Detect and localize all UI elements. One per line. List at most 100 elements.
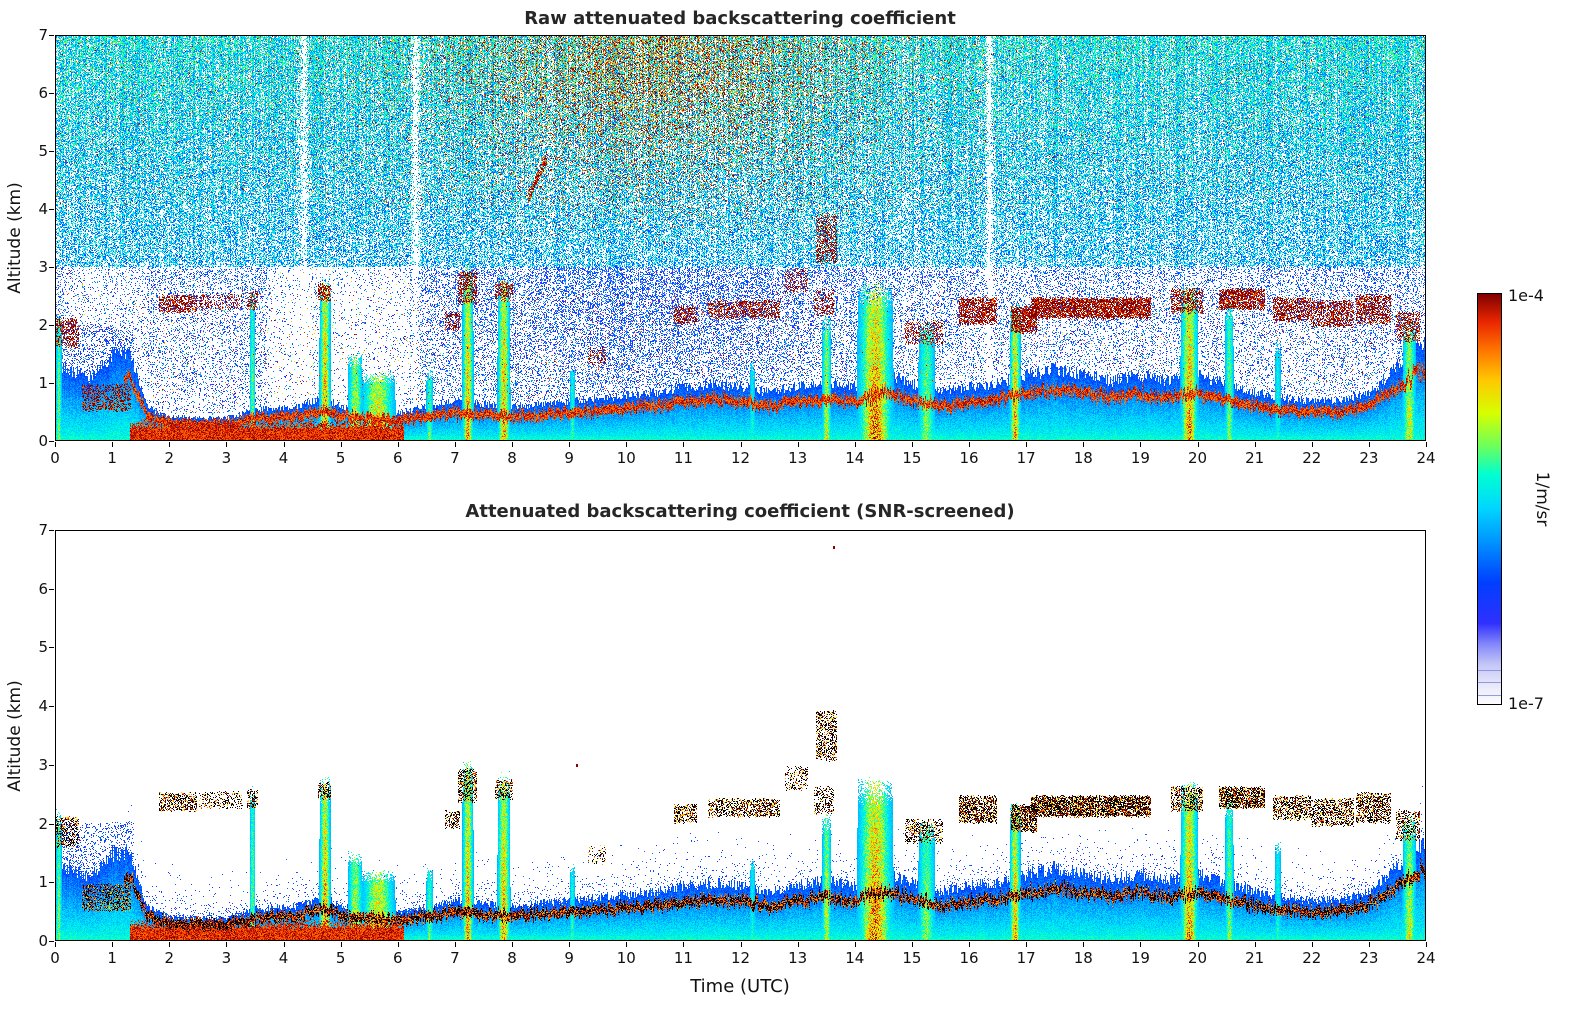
x-tick <box>969 942 970 947</box>
x-tick <box>340 442 342 447</box>
x-tick-label: 2 <box>164 949 175 967</box>
x-tick-label: 9 <box>564 449 574 467</box>
y-tick-label: 1 <box>38 374 48 392</box>
x-tick <box>1140 942 1142 947</box>
x-tick-label: 3 <box>221 949 232 967</box>
y-tick <box>49 941 54 942</box>
x-tick <box>55 442 56 447</box>
x-tick-label: 4 <box>278 949 289 967</box>
x-tick <box>340 942 342 947</box>
x-tick <box>1368 942 1370 947</box>
y-tick <box>49 209 54 210</box>
x-tick <box>626 442 628 447</box>
x-tick <box>454 442 456 447</box>
x-tick <box>397 942 399 947</box>
x-tick-label: 23 <box>1359 949 1379 967</box>
x-tick <box>283 942 285 947</box>
x-tick <box>797 942 799 947</box>
x-tick <box>226 942 228 947</box>
x-tick-label: 21 <box>1245 949 1265 967</box>
colorbar-max-label: 1e-4 <box>1508 286 1544 305</box>
x-tick-label: 0 <box>50 949 60 967</box>
x-tick-label: 13 <box>788 449 808 467</box>
x-tick-label: 19 <box>1130 949 1150 967</box>
x-tick <box>55 942 56 947</box>
x-tick <box>1426 942 1427 947</box>
x-tick-label: 7 <box>450 949 460 967</box>
x-tick-label: 10 <box>616 449 636 467</box>
y-tick-label: 1 <box>38 873 48 892</box>
x-tick <box>854 942 856 947</box>
y-tick-label: 0 <box>38 432 48 450</box>
x-tick-label: 9 <box>564 949 574 967</box>
x-tick <box>683 942 685 947</box>
x-tick <box>112 942 114 947</box>
y-tick-label: 3 <box>38 258 48 276</box>
x-tick <box>911 942 913 947</box>
x-tick <box>1026 942 1028 947</box>
y-tick-label: 5 <box>38 638 48 657</box>
y-tick <box>49 93 54 94</box>
x-tick <box>1197 442 1199 447</box>
raw-heatmap-plot <box>55 35 1426 441</box>
y-tick <box>49 706 54 708</box>
x-tick-label: 16 <box>959 449 979 467</box>
y-tick-label: 0 <box>38 932 48 950</box>
x-tick <box>911 442 913 447</box>
x-tick-label: 3 <box>221 449 232 467</box>
x-tick <box>1140 442 1142 447</box>
x-tick <box>112 442 114 447</box>
x-tick <box>1368 442 1370 447</box>
x-tick <box>626 942 628 947</box>
y-tick-label: 2 <box>38 814 48 833</box>
y-tick <box>49 823 54 825</box>
x-tick <box>169 942 171 947</box>
x-tick-label: 18 <box>1073 949 1093 967</box>
screened-heatmap-plot <box>55 530 1426 941</box>
x-tick-label: 7 <box>450 449 460 467</box>
x-tick-label: 14 <box>845 949 865 967</box>
x-tick-label: 14 <box>845 449 865 467</box>
raw-panel-title: Raw attenuated backscattering coefficien… <box>524 8 956 29</box>
x-tick <box>397 442 399 447</box>
x-tick <box>226 442 228 447</box>
screened-panel-title: Attenuated backscattering coefficient (S… <box>465 501 1015 522</box>
x-tick <box>854 442 856 447</box>
x-tick-label: 23 <box>1359 449 1379 467</box>
colorbar-min-label: 1e-7 <box>1508 694 1544 713</box>
x-tick-label: 15 <box>902 449 922 467</box>
x-tick-label: 12 <box>730 949 751 967</box>
x-tick <box>1083 942 1085 947</box>
x-tick <box>683 442 685 447</box>
x-tick <box>569 942 571 947</box>
x-tick <box>1311 942 1313 947</box>
x-tick-label: 21 <box>1245 449 1265 467</box>
y-tick <box>49 383 54 384</box>
x-tick-label: 24 <box>1416 949 1436 967</box>
y-tick <box>49 764 54 766</box>
x-tick-label: 4 <box>278 449 289 467</box>
x-axis-label: Time (UTC) <box>690 976 790 997</box>
x-tick <box>797 442 799 447</box>
x-tick-label: 24 <box>1416 449 1436 467</box>
x-tick <box>740 442 742 447</box>
x-tick <box>740 942 742 947</box>
x-tick-label: 13 <box>788 949 808 967</box>
raw-y-axis-label: Altitude (km) <box>5 182 25 294</box>
y-tick-label: 6 <box>38 84 48 102</box>
y-tick <box>49 267 54 268</box>
x-tick-label: 1 <box>107 949 117 967</box>
colorbar <box>1477 293 1502 705</box>
x-tick <box>969 442 970 447</box>
x-tick-label: 15 <box>902 949 922 967</box>
x-tick-label: 2 <box>164 449 175 467</box>
x-tick-label: 17 <box>1016 949 1036 967</box>
x-tick-label: 16 <box>959 949 979 967</box>
y-tick <box>49 530 54 531</box>
x-tick-label: 0 <box>50 449 60 467</box>
x-tick <box>454 942 456 947</box>
x-tick <box>1197 942 1199 947</box>
x-tick <box>512 442 513 447</box>
y-tick <box>49 647 54 649</box>
